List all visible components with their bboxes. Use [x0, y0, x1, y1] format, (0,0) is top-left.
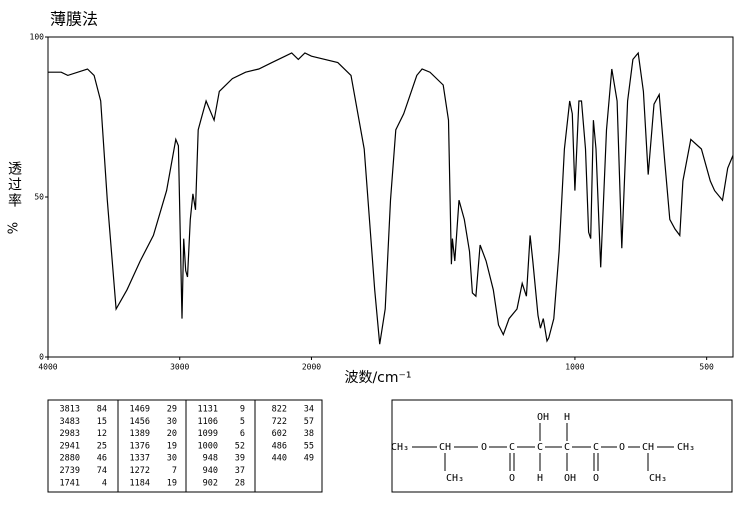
x-tick-label: 3000 — [170, 363, 189, 372]
peak-wavenumber: 1456 — [130, 417, 150, 427]
peak-table — [47, 399, 323, 493]
y-axis-unit: % — [7, 222, 22, 234]
atom: OH — [537, 412, 549, 423]
peak-wavenumber: 1469 — [130, 405, 150, 415]
peak-transmittance: 5 — [240, 417, 245, 427]
peak-wavenumber: 1184 — [130, 478, 150, 488]
peak-transmittance: 57 — [304, 417, 314, 427]
atom: CH — [642, 442, 654, 453]
peak-wavenumber: 1741 — [60, 478, 80, 488]
chart-title: 薄膜法 — [50, 10, 98, 29]
x-tick-label: 4000 — [38, 363, 57, 372]
atom: O — [509, 473, 515, 484]
peak-wavenumber: 3813 — [60, 405, 80, 415]
y-tick-label: 0 — [39, 353, 44, 362]
peak-transmittance: 29 — [167, 405, 177, 415]
structure — [391, 399, 733, 493]
atom: C — [537, 442, 543, 453]
atom: CH₃ — [677, 442, 695, 453]
peak-wavenumber: 2739 — [60, 466, 80, 476]
atom: C — [593, 442, 599, 453]
atom: CH₃ — [446, 473, 464, 484]
peak-transmittance: 6 — [240, 429, 245, 439]
peak-wavenumber: 602 — [272, 429, 287, 439]
peak-transmittance: 84 — [97, 405, 107, 415]
atom: OH — [564, 473, 576, 484]
peak-transmittance: 9 — [240, 405, 245, 415]
atom: CH₃ — [649, 473, 667, 484]
x-axis-label: 波数/cm⁻¹ — [344, 370, 411, 386]
peak-transmittance: 52 — [235, 441, 245, 451]
peak-wavenumber: 902 — [203, 478, 218, 488]
atom: O — [593, 473, 599, 484]
atom: H — [537, 473, 543, 484]
peak-transmittance: 15 — [97, 417, 107, 427]
y-axis-label: 透过率 — [6, 161, 22, 209]
peak-transmittance: 37 — [235, 466, 245, 476]
peak-wavenumber: 2983 — [60, 429, 80, 439]
table-frame — [47, 399, 323, 493]
peak-wavenumber: 440 — [272, 454, 287, 464]
peak-transmittance: 30 — [167, 454, 177, 464]
peak-transmittance: 28 — [235, 478, 245, 488]
peak-wavenumber: 1131 — [198, 405, 218, 415]
peak-transmittance: 49 — [304, 454, 314, 464]
peak-wavenumber: 1389 — [130, 429, 150, 439]
y-tick-label: 50 — [34, 193, 44, 202]
x-tick-label: 2000 — [302, 363, 321, 372]
atom: O — [619, 442, 625, 453]
peak-wavenumber: 1272 — [130, 466, 150, 476]
peak-transmittance: 30 — [167, 417, 177, 427]
atom: C — [509, 442, 515, 453]
peak-wavenumber: 948 — [203, 454, 218, 464]
atom: C — [564, 442, 570, 453]
peak-wavenumber: 2880 — [60, 454, 80, 464]
peak-transmittance: 20 — [167, 429, 177, 439]
atom: CH — [439, 442, 451, 453]
peak-transmittance: 4 — [102, 478, 107, 488]
peak-transmittance: 55 — [304, 441, 314, 451]
atom: O — [481, 442, 487, 453]
peak-wavenumber: 486 — [272, 441, 287, 451]
peak-wavenumber: 940 — [203, 466, 218, 476]
spectrum-line — [48, 51, 734, 345]
atom: H — [564, 412, 570, 423]
peak-wavenumber: 1000 — [198, 441, 218, 451]
peak-transmittance: 39 — [235, 454, 245, 464]
peak-transmittance: 46 — [97, 454, 107, 464]
peak-transmittance: 38 — [304, 429, 314, 439]
peak-wavenumber: 1337 — [130, 454, 150, 464]
peak-transmittance: 7 — [172, 466, 177, 476]
peak-wavenumber: 2941 — [60, 441, 80, 451]
peak-wavenumber: 3483 — [60, 417, 80, 427]
peak-wavenumber: 822 — [272, 405, 287, 415]
peak-transmittance: 19 — [167, 441, 177, 451]
peak-wavenumber: 1099 — [198, 429, 218, 439]
peak-transmittance: 74 — [97, 466, 107, 476]
peak-wavenumber: 1376 — [130, 441, 150, 451]
peak-transmittance: 34 — [304, 405, 314, 415]
peak-wavenumber: 1106 — [198, 417, 218, 427]
x-tick-label: 500 — [699, 363, 714, 372]
x-tick-label: 1000 — [565, 363, 584, 372]
peak-transmittance: 19 — [167, 478, 177, 488]
y-tick-label: 100 — [30, 33, 45, 42]
peak-transmittance: 12 — [97, 429, 107, 439]
structure-frame — [391, 399, 733, 493]
atom: CH₃ — [391, 442, 409, 453]
peak-wavenumber: 722 — [272, 417, 287, 427]
peak-transmittance: 25 — [97, 441, 107, 451]
